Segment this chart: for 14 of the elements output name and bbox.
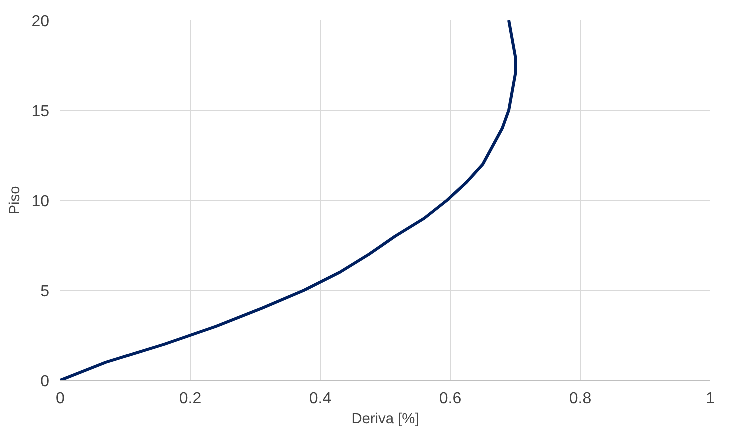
- y-tick-label: 15: [32, 104, 50, 120]
- y-tick-label: 20: [32, 14, 50, 30]
- x-tick-label: 0.2: [179, 390, 202, 408]
- y-axis-title: Piso: [8, 186, 24, 215]
- x-tick-label: 1: [706, 390, 716, 408]
- x-tick-label: 0.6: [439, 390, 462, 408]
- y-tick-label: 10: [32, 194, 50, 210]
- x-tick-label: 0.8: [569, 390, 592, 408]
- x-tick-label: 0.4: [309, 390, 332, 408]
- x-axis-title: Deriva [%]: [352, 412, 420, 428]
- line-series: [60, 20, 517, 380]
- y-tick-label: 5: [40, 284, 50, 300]
- y-tick-label: 0: [40, 374, 50, 390]
- x-tick-label: 0: [56, 390, 66, 408]
